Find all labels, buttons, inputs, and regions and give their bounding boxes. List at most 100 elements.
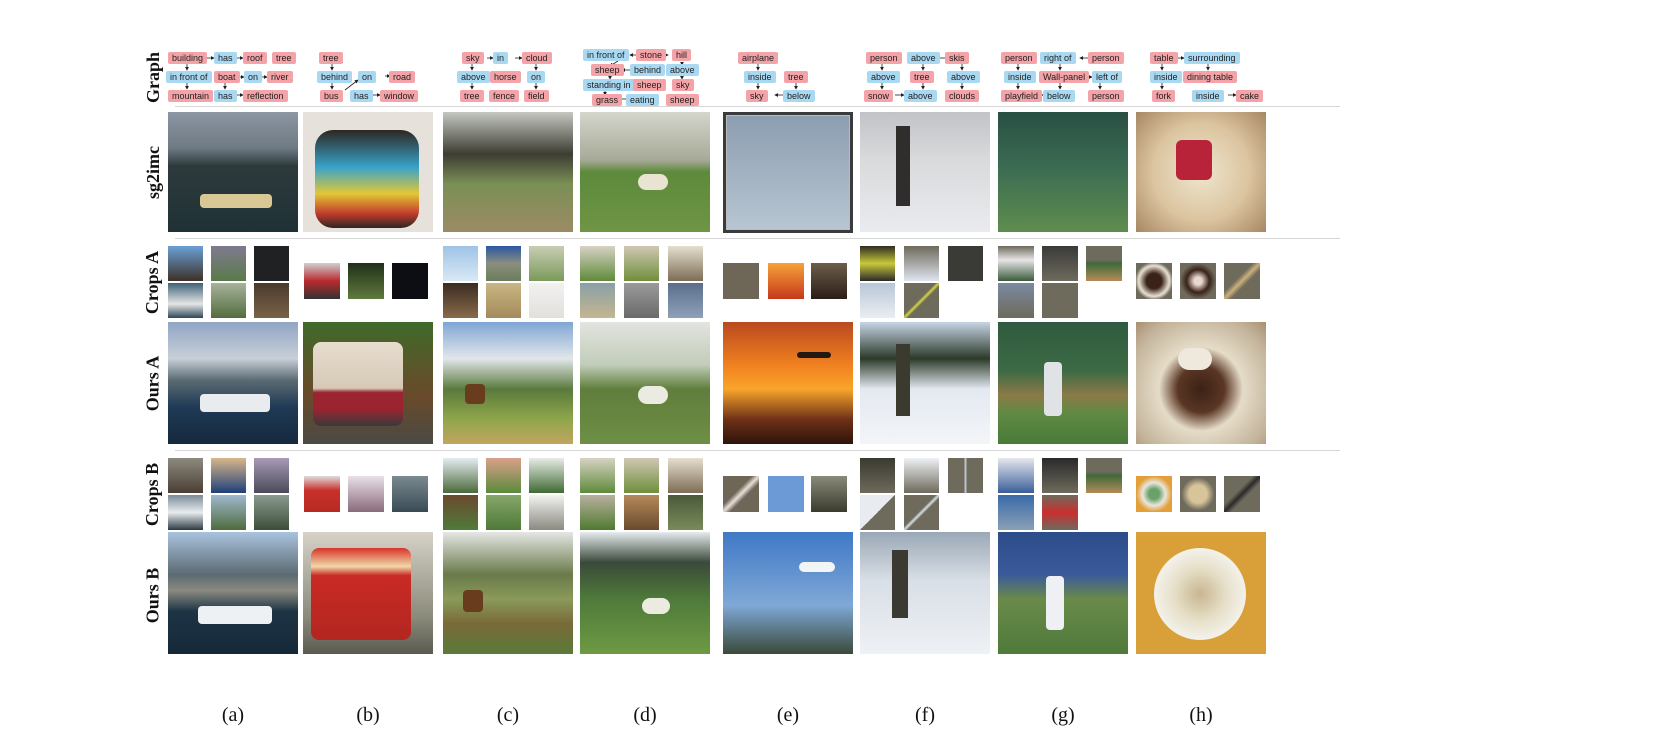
crop-image [860,495,895,530]
crop-image [529,458,564,493]
column-label-h: (h) [1189,704,1213,726]
graph-node: in front of [166,71,212,83]
graph-node: right of [1040,52,1076,64]
ours-b-image-h [1136,532,1266,654]
graph-node: table [1150,52,1178,64]
sg2im-image-a [168,112,298,232]
graph-node: below [783,90,815,102]
sg2im-image-b [303,112,433,232]
ours-b-image-a [168,532,298,654]
graph-node: above [457,71,490,83]
crop-image [443,495,478,530]
crop-image [904,246,939,281]
crop-image [811,263,847,299]
graph-node: road [389,71,416,83]
ours-a-image-a [168,322,298,444]
graph-node: sky [746,90,768,102]
sg2im-image-c [443,112,573,232]
column-label-c: (c) [496,704,520,726]
graph-node: dining table [1183,71,1238,83]
crop-image [768,263,804,299]
crop-image [624,458,659,493]
column-label-g: (g) [1051,704,1075,726]
graph-node: person [1001,52,1037,64]
graph-node: snow [864,90,894,102]
graph-node: above [666,64,699,76]
graph-node: inside [744,71,776,83]
crop-image [860,458,895,493]
crop-image [1086,458,1122,493]
graph-node: below [1043,90,1075,102]
sg2im-image-f [860,112,990,232]
graph-node: inside [1150,71,1182,83]
graph-node: fork [1152,90,1176,102]
crop-image [580,246,615,281]
crop-image [904,283,939,318]
crop-image [624,246,659,281]
graph-node: above [947,71,980,83]
graph-node: skis [945,52,969,64]
crop-image [443,246,478,281]
ours-b-image-b [303,532,433,654]
crop-image [486,458,521,493]
graph-node: eating [626,94,659,106]
ours-b-image-f [860,532,990,654]
crop-image [1042,283,1078,318]
graph-node: cake [1236,90,1264,102]
graph-node: window [380,90,419,102]
crop-image [904,495,939,530]
graph-node: above [904,90,937,102]
crop-image [1136,476,1172,512]
graph-node: has [214,90,237,102]
crop-image [811,476,847,512]
crop-image [998,283,1034,318]
crop-image [392,476,428,512]
graph-node: tree [784,71,808,83]
graph-node: boat [214,71,240,83]
graph-node: left of [1092,71,1123,83]
graph-node: person [866,52,902,64]
graph-node: behind [317,71,353,83]
graph-node: playfield [1001,90,1043,102]
crop-image [168,246,203,281]
graph-node: mountain [168,90,214,102]
graph-node: river [267,71,293,83]
graph-node: on [358,71,377,83]
crop-image [486,246,521,281]
crop-image [348,263,384,299]
crop-image [1042,495,1078,530]
ours-a-image-g [998,322,1128,444]
graph-node: sheep [591,64,624,76]
graph-node: above [907,52,940,64]
graph-node: stone [636,49,667,61]
sg2im-image-h [1136,112,1266,232]
crop-image [580,458,615,493]
graph-node: horse [490,71,521,83]
graph-node: building [168,52,208,64]
ours-b-image-g [998,532,1128,654]
crop-image [998,495,1034,530]
graph-node: above [867,71,900,83]
crop-image [1086,246,1122,281]
graph-node: in front of [583,49,629,61]
graph-node: grass [592,94,623,106]
crop-image [254,283,289,318]
crop-image [998,246,1034,281]
sg2im-image-d [580,112,710,232]
crop-image [668,495,703,530]
graph-node: Wall-panel [1039,71,1090,83]
column-label-a: (a) [221,704,245,726]
graph-node: airplane [738,52,779,64]
crop-image [529,283,564,318]
crop-image [168,495,203,530]
crop-image [1136,263,1172,299]
graph-node: person [1088,52,1124,64]
crop-image [529,495,564,530]
crop-image [624,495,659,530]
graph-node: bus [320,90,343,102]
ours-a-image-b [303,322,433,444]
crop-image [580,283,615,318]
crop-image [392,263,428,299]
graph-node: reflection [243,90,288,102]
crop-image [168,458,203,493]
